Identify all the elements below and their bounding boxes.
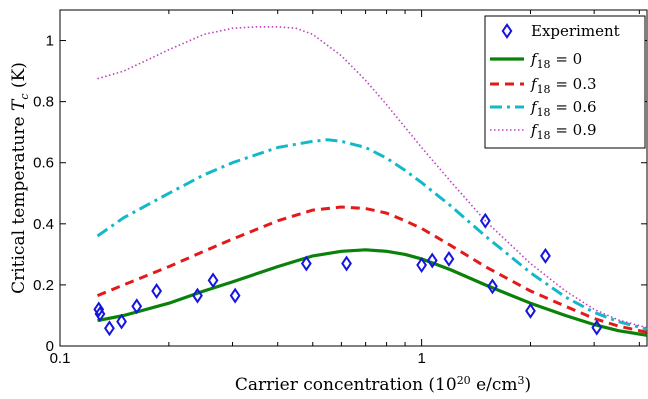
experiment-point	[131, 298, 143, 315]
experiment-point	[479, 212, 491, 229]
legend-symbol: f	[530, 50, 539, 68]
legend-value: = 0.3	[551, 75, 597, 93]
experiment-markers	[93, 212, 603, 337]
experiment-point	[426, 252, 438, 269]
legend-subscript: 18	[537, 58, 551, 71]
y-tick-label: 0.4	[33, 216, 54, 233]
legend-label-2: f18 = 0.6	[530, 98, 597, 119]
legend-symbol: f	[530, 121, 539, 139]
series-line-0	[97, 248, 648, 337]
experiment-point	[341, 255, 352, 272]
legend-value: = 0.6	[551, 98, 597, 116]
legend-subscript: 18	[537, 106, 551, 119]
model-curves	[96, 25, 648, 337]
legend-value: = 0.9	[551, 121, 597, 139]
legend-box	[484, 15, 646, 149]
legend-label-experiment: Experiment	[531, 22, 620, 40]
experiment-point	[116, 313, 127, 330]
legend-value: = 0	[551, 50, 583, 68]
experiment-point	[416, 257, 428, 274]
experiment-point	[104, 320, 115, 337]
legend-label-0: f18 = 0	[530, 50, 582, 71]
series-line-1	[96, 205, 648, 334]
series-line-2	[96, 138, 648, 331]
y-tick-label: 0.2	[33, 277, 54, 294]
y-tick-label: 0.8	[33, 94, 54, 111]
experiment-point	[487, 278, 498, 295]
experiment-point	[94, 305, 106, 322]
experiment-point	[207, 272, 219, 289]
legend-symbol: f	[530, 98, 539, 116]
y-tick-label: 0	[46, 338, 54, 355]
experiment-point	[151, 283, 163, 300]
x-tick-label: 1	[417, 350, 425, 367]
experiment-point	[525, 302, 536, 319]
legend-subscript: 18	[537, 129, 551, 142]
y-axis-label: Critical temperature Tc (K)	[9, 62, 31, 294]
legend-label-3: f18 = 0.9	[530, 121, 597, 142]
series-line-3	[97, 25, 648, 329]
y-tick-label: 0.6	[33, 155, 54, 172]
y-tick-label: 1	[46, 33, 54, 50]
legend-subscript: 18	[537, 83, 551, 96]
x-axis-label: Carrier concentration (1020 e/cm3)	[235, 374, 531, 395]
legend-label-1: f18 = 0.3	[530, 75, 597, 96]
experiment-point	[93, 301, 105, 318]
x-tick-label: 0.1	[50, 350, 71, 367]
experiment-point	[591, 319, 603, 336]
legend-marker-experiment	[501, 23, 513, 39]
legend-symbol: f	[530, 75, 539, 93]
experiment-point	[540, 247, 551, 264]
experiment-point	[300, 255, 312, 272]
experiment-point	[443, 250, 455, 267]
experiment-point	[192, 287, 203, 304]
experiment-point	[229, 287, 241, 304]
